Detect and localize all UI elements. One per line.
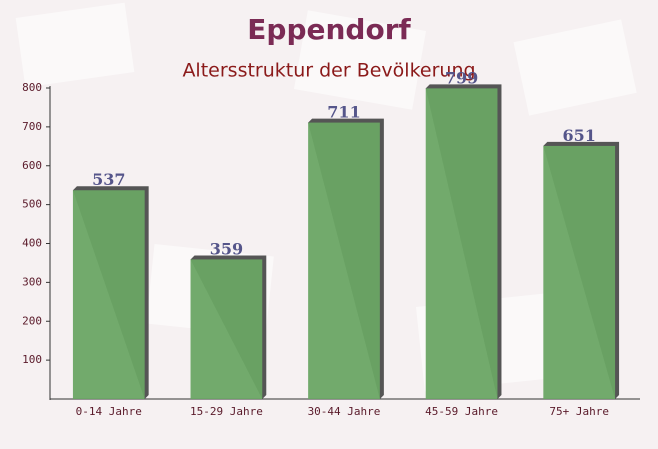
chart-title: Eppendorf <box>247 13 411 46</box>
value-label: 537 <box>92 170 125 189</box>
y-tick-label: 200 <box>22 314 42 327</box>
y-tick-label: 100 <box>22 353 42 366</box>
value-label: 359 <box>210 239 243 258</box>
y-tick-label: 500 <box>22 198 42 211</box>
value-label: 711 <box>327 103 360 122</box>
x-tick-label: 0-14 Jahre <box>76 405 142 418</box>
x-tick-label: 30-44 Jahre <box>308 405 381 418</box>
bar <box>543 145 616 399</box>
y-tick-label: 300 <box>22 275 42 288</box>
x-tick-label: 45-59 Jahre <box>425 405 498 418</box>
y-tick-label: 800 <box>22 81 42 94</box>
bar <box>72 190 145 399</box>
chart-subtitle: Altersstruktur der Bevölkerung <box>182 60 475 82</box>
y-tick-label: 700 <box>22 120 42 133</box>
x-tick-label: 75+ Jahre <box>549 405 609 418</box>
x-tick-label: 15-29 Jahre <box>190 405 263 418</box>
bar <box>190 259 263 399</box>
y-tick-label: 600 <box>22 159 42 172</box>
value-label: 799 <box>445 68 478 87</box>
bar <box>425 88 498 400</box>
y-tick-label: 400 <box>22 237 42 250</box>
value-label: 651 <box>562 126 595 145</box>
bar <box>308 122 380 399</box>
